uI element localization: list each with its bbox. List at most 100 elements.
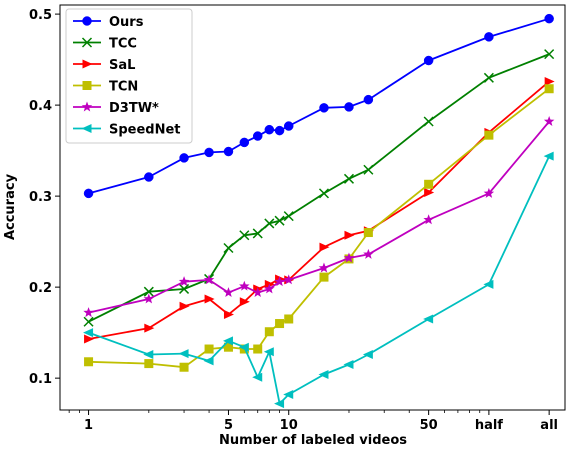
data-point: [318, 262, 330, 273]
data-point: [223, 309, 234, 319]
series-line: [88, 80, 550, 340]
data-point: [204, 344, 214, 354]
data-point: [483, 72, 494, 83]
data-point: [544, 13, 554, 24]
data-point: [84, 334, 95, 344]
data-point: [252, 372, 263, 382]
data-point: [275, 319, 285, 329]
data-point: [363, 164, 374, 175]
legend-label: TCC: [109, 37, 137, 52]
legend-label: SpeedNet: [109, 123, 181, 138]
data-point: [83, 328, 94, 338]
data-point: [344, 102, 354, 112]
data-point: [543, 115, 555, 126]
data-point: [143, 286, 154, 297]
data-point: [343, 173, 355, 184]
series-line: [88, 155, 551, 405]
data-point: [283, 274, 294, 285]
legend-marker: [82, 59, 93, 69]
legend-label: D3TW*: [109, 101, 159, 116]
series-d3tw: [83, 115, 555, 318]
data-point: [424, 187, 435, 197]
ticks-layer: 0.1 0.2 0.3 0.4 0.5 1 5 10 50 half all: [29, 8, 558, 433]
data-point: [423, 55, 434, 66]
data-point: [319, 242, 330, 252]
data-point: [144, 323, 155, 333]
y-tick-label: 0.3: [29, 190, 52, 205]
data-point: [363, 248, 374, 259]
data-point: [263, 347, 274, 357]
series-layer: [83, 13, 555, 409]
series-tcc: [83, 49, 555, 327]
data-point: [179, 362, 189, 372]
plot-frame: [59, 4, 566, 411]
data-point: [203, 274, 215, 285]
data-point: [84, 357, 94, 367]
data-point: [423, 314, 434, 324]
data-point: [544, 49, 555, 60]
y-tick-label: 0.4: [29, 99, 52, 114]
data-point: [223, 342, 233, 352]
series-speednet: [83, 151, 554, 409]
data-point: [239, 137, 250, 148]
data-point: [318, 188, 330, 199]
data-point: [274, 276, 285, 287]
series-line: [88, 53, 550, 323]
legend-marker: [82, 81, 92, 90]
data-point: [252, 228, 263, 239]
y-tick-label: 0.1: [29, 372, 52, 387]
data-point: [543, 151, 554, 161]
data-point: [284, 314, 294, 324]
legend-marker: [81, 124, 92, 133]
x-tick-label: 50: [420, 418, 438, 433]
legend-marker: [81, 37, 93, 48]
data-point: [423, 214, 434, 225]
y-tick-label: 0.5: [29, 8, 52, 23]
x-tick-label: 1: [84, 418, 93, 433]
data-point: [252, 287, 263, 298]
data-point: [264, 218, 275, 229]
series-ours: [83, 13, 554, 199]
x-tick-label: all: [540, 418, 558, 433]
data-point: [483, 279, 494, 289]
data-point: [264, 279, 275, 289]
data-point: [223, 242, 234, 254]
data-point: [144, 172, 154, 182]
data-point: [204, 294, 215, 304]
legend-marker: [81, 101, 93, 112]
legend-label: Ours: [109, 15, 144, 30]
data-point: [423, 116, 434, 127]
data-point: [144, 359, 154, 369]
data-point: [274, 215, 285, 226]
data-point: [362, 349, 373, 359]
data-point: [274, 125, 285, 136]
data-point: [424, 179, 434, 189]
data-point: [239, 297, 250, 307]
data-point: [143, 293, 155, 304]
data-point: [343, 252, 355, 263]
series-line: [88, 17, 550, 195]
data-point: [318, 370, 329, 380]
data-point: [319, 272, 329, 282]
x-tick-label: half: [475, 418, 503, 433]
data-point: [274, 399, 285, 409]
data-point: [179, 301, 190, 311]
data-point: [83, 307, 94, 318]
data-point: [264, 327, 274, 337]
data-point: [344, 230, 355, 240]
data-point: [178, 349, 189, 359]
data-point: [222, 336, 233, 346]
data-point: [239, 280, 250, 291]
x-axis-title: Number of labeled videos: [219, 433, 407, 448]
data-point: [319, 103, 329, 113]
data-point: [223, 146, 234, 157]
data-point: [484, 32, 494, 42]
data-point: [83, 316, 94, 327]
data-point: [363, 94, 374, 105]
data-point: [143, 349, 154, 359]
data-point: [204, 147, 214, 158]
data-point: [264, 124, 275, 135]
data-point: [544, 84, 554, 94]
y-tick-label: 0.2: [29, 281, 52, 296]
